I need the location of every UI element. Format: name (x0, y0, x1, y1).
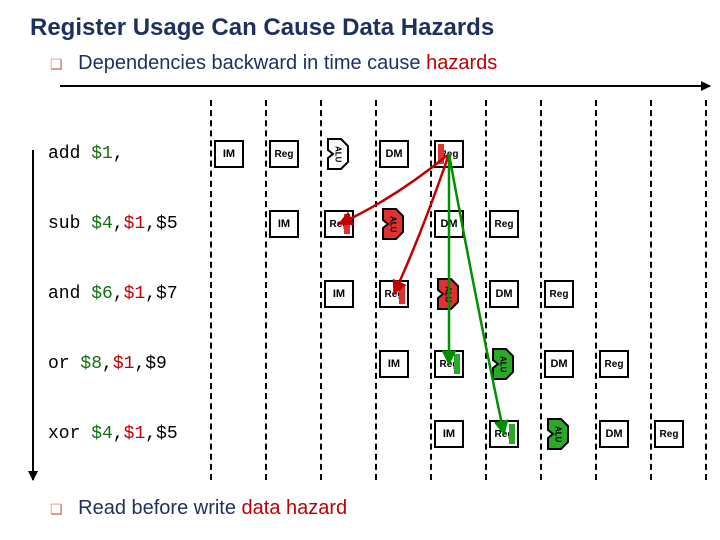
reg-stage: Reg (379, 280, 409, 308)
reg-stage: Reg (599, 350, 629, 378)
footer-text: Read before write (78, 497, 241, 519)
cycle-line (320, 100, 322, 480)
instruction-axis-arrow (32, 150, 34, 480)
dm-stage: DM (544, 350, 574, 378)
dm-stage: DM (434, 210, 464, 238)
bullet-icon: ❑ (50, 501, 63, 517)
alu-stage: ALU (327, 138, 349, 170)
cycle-line (705, 100, 707, 480)
dm-stage: DM (379, 140, 409, 168)
im-stage: IM (269, 210, 299, 238)
alu-stage: ALU (547, 418, 569, 450)
instruction-row: add $1, (48, 144, 124, 164)
im-stage: IM (324, 280, 354, 308)
alu-stage: ALU (382, 208, 404, 240)
reg-stage: Reg (489, 210, 519, 238)
cycle-line (595, 100, 597, 480)
cycle-line (375, 100, 377, 480)
cycle-line (540, 100, 542, 480)
alu-stage: ALU (492, 348, 514, 380)
reg-stage: Reg (434, 140, 464, 168)
cycle-line (485, 100, 487, 480)
subtitle: ❑ Dependencies backward in time cause ha… (50, 52, 497, 75)
dm-stage: DM (489, 280, 519, 308)
reg-stage: Reg (654, 420, 684, 448)
subtitle-text: Dependencies backward in time cause (78, 52, 426, 74)
page-title: Register Usage Can Cause Data Hazards (30, 14, 494, 42)
cycle-line (265, 100, 267, 480)
instruction-row: xor $4,$1,$5 (48, 424, 178, 444)
reg-stage: Reg (434, 350, 464, 378)
instruction-row: or $8,$1,$9 (48, 354, 167, 374)
im-stage: IM (379, 350, 409, 378)
dm-stage: DM (599, 420, 629, 448)
cycle-line (650, 100, 652, 480)
cycle-line (210, 100, 212, 480)
footer-hazard: data hazard (242, 497, 348, 519)
im-stage: IM (214, 140, 244, 168)
reg-stage: Reg (544, 280, 574, 308)
reg-stage: Reg (489, 420, 519, 448)
cycle-line (430, 100, 432, 480)
footer: ❑ Read before write data hazard (50, 497, 347, 520)
reg-stage: Reg (269, 140, 299, 168)
bullet-icon: ❑ (50, 56, 63, 72)
instruction-row: and $6,$1,$7 (48, 284, 178, 304)
alu-stage: ALU (437, 278, 459, 310)
time-axis-arrow (60, 85, 710, 87)
im-stage: IM (434, 420, 464, 448)
subtitle-hazard: hazards (426, 52, 497, 74)
instruction-row: sub $4,$1,$5 (48, 214, 178, 234)
reg-stage: Reg (324, 210, 354, 238)
